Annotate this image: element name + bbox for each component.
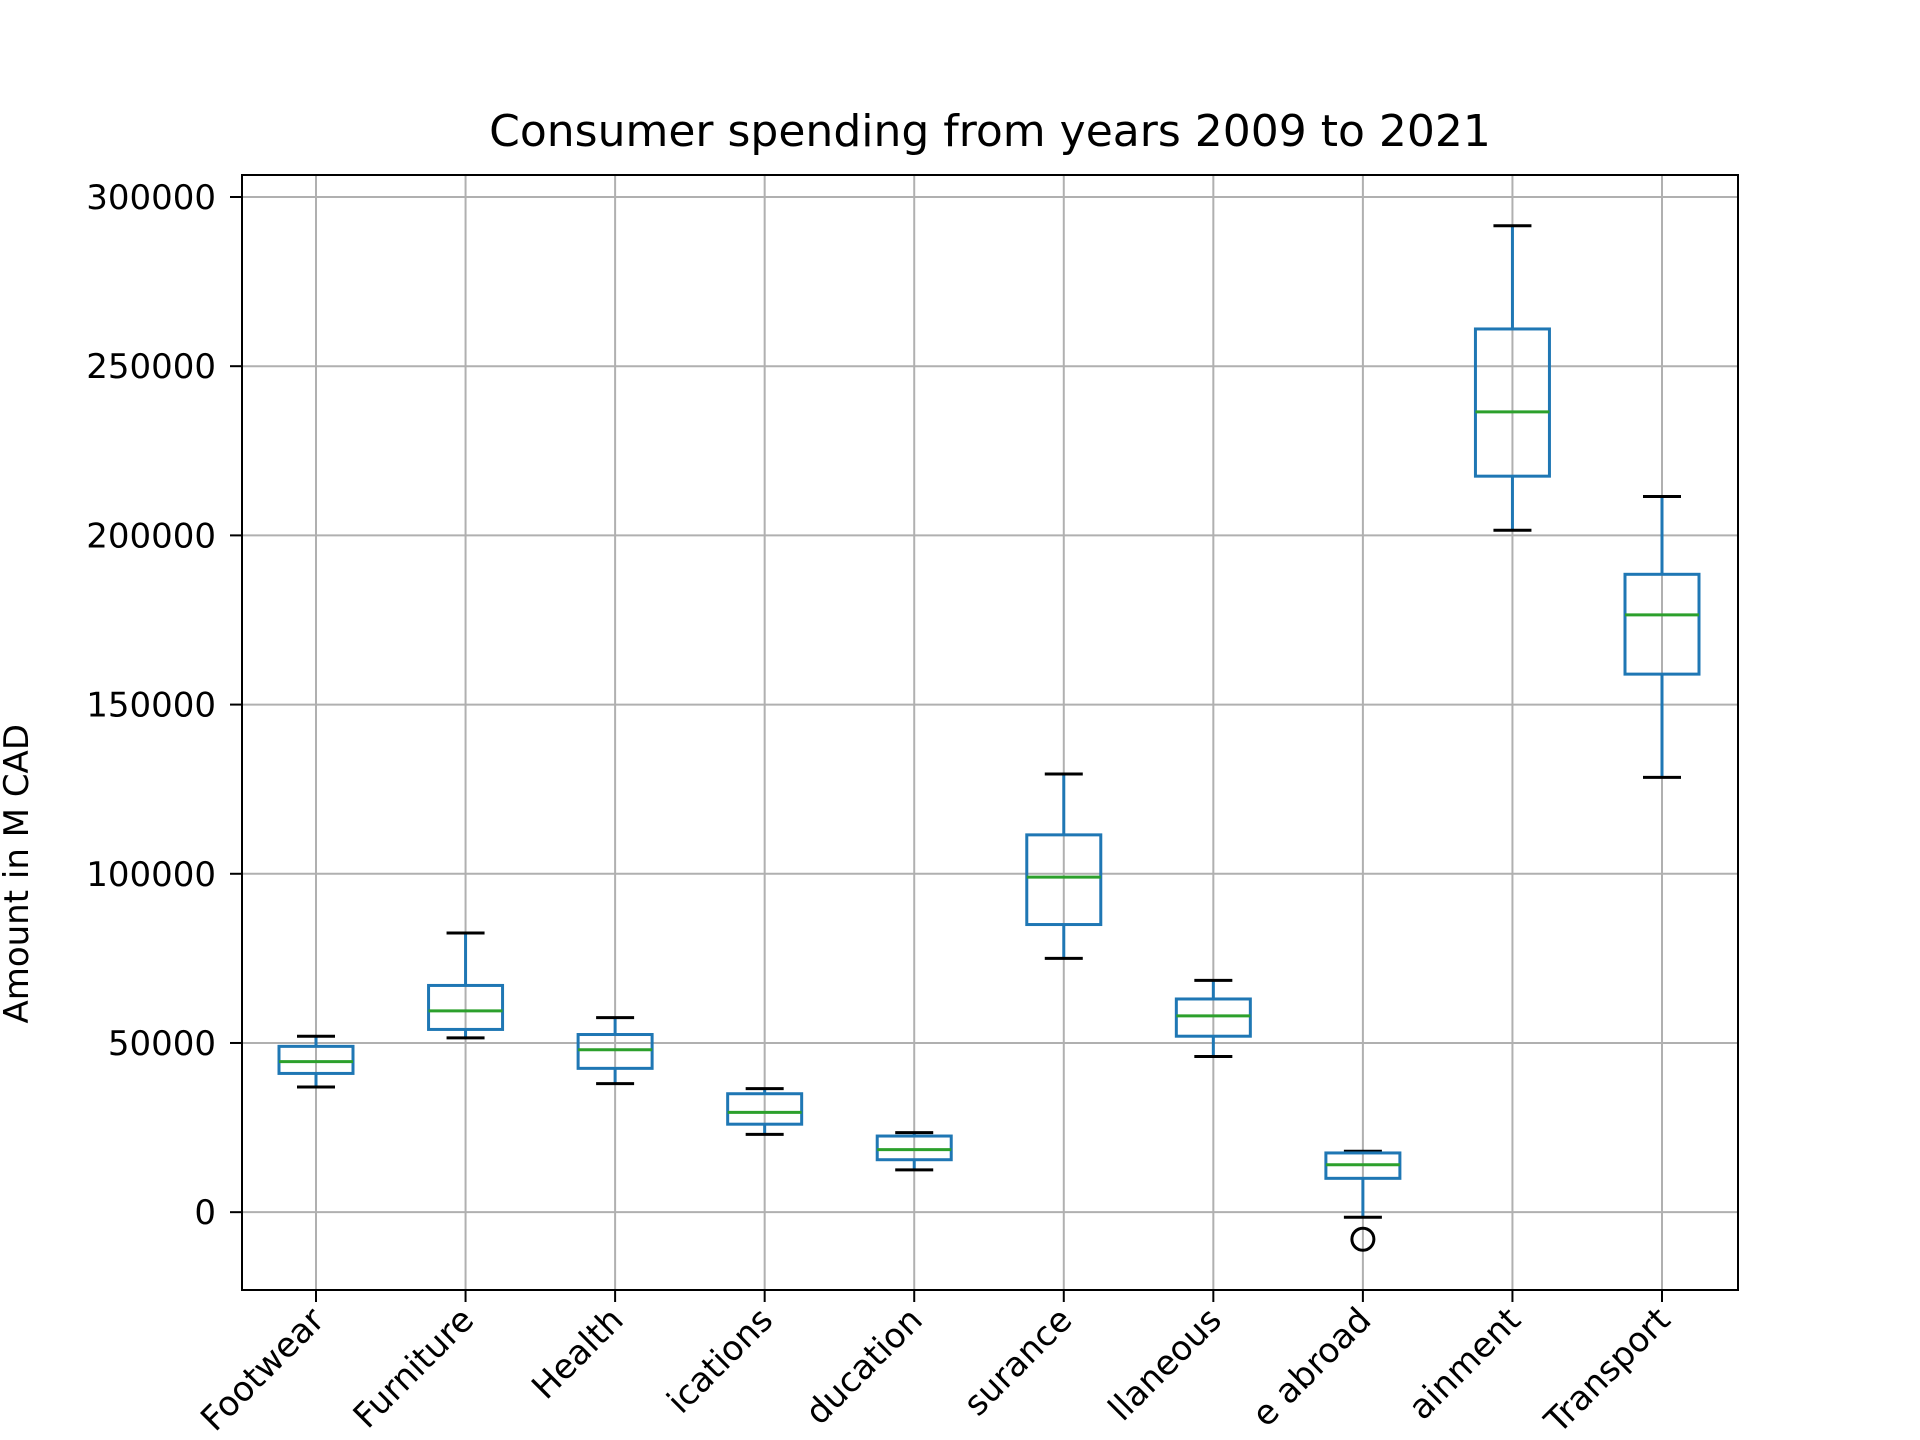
- plot-frame: [241, 174, 1739, 1291]
- box-6: [1025, 772, 1103, 960]
- y-axis-label: Amount in M CAD: [0, 724, 37, 1024]
- iqr-box: [427, 983, 505, 1031]
- box-2: [427, 931, 505, 1040]
- y-axis-ticks: 0 50000 100000 150000 200000 250000 300000: [86, 178, 242, 1233]
- iqr-box: [576, 1033, 654, 1070]
- y-tick-label: 250000: [86, 347, 216, 387]
- box-10: [1623, 494, 1701, 779]
- iqr-box: [1623, 572, 1701, 676]
- x-tick-label: ications: [660, 1300, 782, 1422]
- y-tick-label: 100000: [86, 855, 216, 895]
- outlier-point: [1350, 1226, 1376, 1252]
- boxes: [277, 224, 1701, 1252]
- x-tick-label: Footwear: [193, 1300, 332, 1439]
- x-tick-label: Furniture: [346, 1300, 482, 1436]
- box-1: [277, 1034, 355, 1089]
- x-tick-label: Health: [524, 1300, 631, 1407]
- x-tick-label: e abroad: [1244, 1300, 1379, 1435]
- iqr-box: [277, 1044, 355, 1075]
- x-tick-label: ducation: [798, 1300, 931, 1433]
- x-tick-label: Transport: [1537, 1300, 1679, 1440]
- iqr-box: [1174, 997, 1252, 1038]
- iqr-box: [875, 1134, 953, 1162]
- x-tick-label: ainment: [1401, 1300, 1529, 1428]
- x-tick-label: llaneous: [1101, 1300, 1230, 1429]
- x-tick-label: surance: [956, 1300, 1080, 1424]
- box-3: [576, 1016, 654, 1086]
- y-tick-label: 50000: [108, 1024, 216, 1064]
- chart-title: Consumer spending from years 2009 to 202…: [489, 106, 1491, 157]
- y-tick-label: 0: [194, 1193, 216, 1233]
- iqr-box: [1025, 833, 1103, 927]
- box-9: [1473, 224, 1551, 532]
- box-8: [1324, 1149, 1402, 1252]
- y-tick-label: 200000: [86, 516, 216, 556]
- iqr-box: [1473, 327, 1551, 478]
- box-5: [875, 1131, 953, 1172]
- grid-lines: [242, 175, 1738, 1290]
- box-7: [1174, 978, 1252, 1059]
- x-axis-ticks: Footwear Furniture Health ications ducation s…: [193, 1290, 1678, 1440]
- y-tick-label: 150000: [86, 686, 216, 726]
- iqr-box: [726, 1092, 804, 1126]
- box-4: [726, 1087, 804, 1136]
- y-tick-label: 300000: [86, 178, 216, 218]
